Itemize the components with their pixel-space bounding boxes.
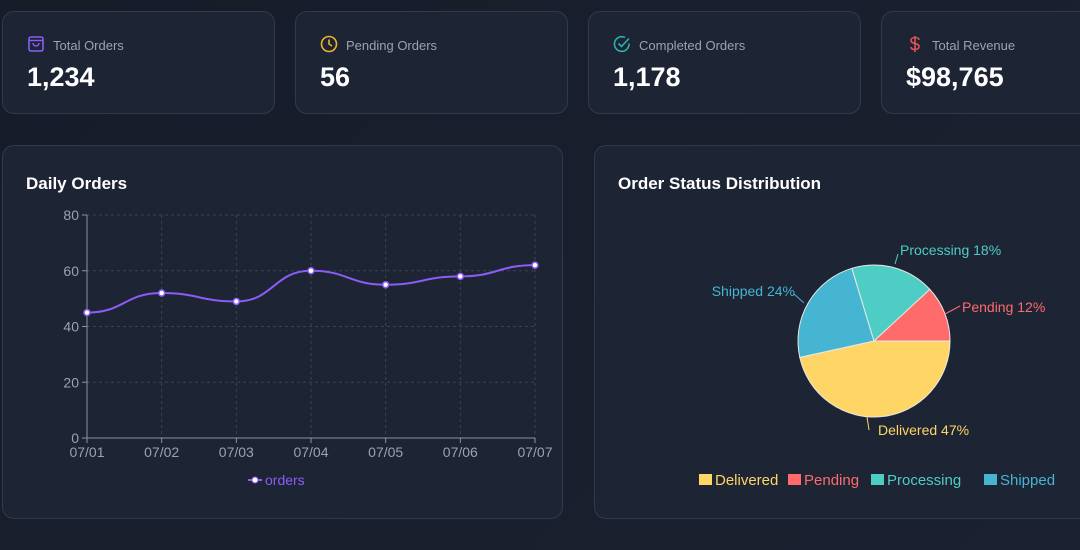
- daily-orders-chart: 0 20 40 60 80 07/01 07/02 07/03 07/04 07/05 07/06 0…: [63, 207, 552, 488]
- shopping-bag-icon: [28, 36, 44, 52]
- legend-label-shipped: Shipped: [1000, 472, 1055, 489]
- stat-card-total-orders: Total Orders 1,234: [2, 11, 275, 114]
- x-tick-label: 07/01: [69, 444, 104, 460]
- stat-card-pending-orders: Pending Orders 56: [295, 11, 568, 114]
- legend-marker-dot: [251, 476, 259, 484]
- y-tick-label: 80: [63, 207, 79, 223]
- x-tick-label: 07/02: [144, 444, 179, 460]
- x-tick-label: 07/05: [368, 444, 403, 460]
- slice-label: Pending 12%: [962, 299, 1045, 315]
- pie-slice-shipped: [797, 267, 875, 359]
- slice-label: Shipped 24%: [712, 283, 795, 299]
- x-tick-label: 07/03: [219, 444, 254, 460]
- dollar-icon: [910, 36, 920, 52]
- legend-swatch: [699, 474, 712, 485]
- data-point: [456, 272, 465, 281]
- data-point: [232, 297, 241, 306]
- label-line: [793, 293, 805, 304]
- x-tick-label: 07/04: [293, 444, 328, 460]
- chart-title: Order Status Distribution: [618, 174, 822, 193]
- stat-label: Total Orders: [53, 38, 124, 53]
- stat-value: 1,234: [27, 62, 95, 92]
- stat-value: 1,178: [613, 62, 681, 92]
- legend-label-orders: orders: [265, 472, 305, 488]
- stat-card-total-revenue: Total Revenue $98,765: [881, 11, 1080, 114]
- chart-title: Daily Orders: [26, 174, 128, 193]
- stat-label: Total Revenue: [932, 38, 1016, 53]
- slice-label: Processing 18%: [900, 242, 1001, 258]
- data-point: [531, 261, 539, 269]
- label-line: [894, 253, 899, 265]
- stat-label: Pending Orders: [346, 38, 438, 53]
- pie-slice-delivered: [799, 340, 951, 418]
- stat-card-completed-orders: Completed Orders 1,178: [588, 11, 861, 114]
- clock-icon: [320, 35, 338, 53]
- legend-swatch: [871, 474, 884, 485]
- pie-slice-processing: [851, 264, 931, 342]
- legend-label-processing: Processing: [887, 472, 961, 489]
- legend-label-pending: Pending: [804, 472, 859, 489]
- daily-orders-card: Daily Orders: [2, 145, 563, 519]
- pie-slice-pending: [872, 288, 951, 342]
- data-point: [83, 308, 91, 317]
- data-point: [307, 267, 315, 275]
- legend-swatch: [788, 474, 801, 485]
- data-point: [157, 289, 166, 297]
- legend-label-delivered: Delivered: [715, 472, 778, 489]
- stat-value: 56: [320, 62, 351, 92]
- y-tick-label: 0: [71, 430, 79, 446]
- y-tick-label: 40: [63, 319, 79, 335]
- label-line: [866, 416, 870, 431]
- slice-label: Delivered 47%: [878, 422, 969, 438]
- x-tick-label: 07/06: [443, 444, 478, 460]
- check-circle-icon: [613, 35, 630, 53]
- stat-label: Completed Orders: [639, 38, 746, 53]
- y-tick-label: 20: [63, 374, 79, 390]
- y-tick-label: 60: [63, 263, 79, 279]
- order-status-pie-chart: Delivered 47% Shipped 24% Processing 18% Pe…: [699, 242, 1055, 489]
- legend-swatch: [984, 474, 997, 485]
- stat-value: $98,765: [906, 62, 1004, 92]
- label-line: [944, 305, 961, 315]
- x-tick-label: 07/07: [517, 444, 552, 460]
- data-point: [381, 280, 390, 289]
